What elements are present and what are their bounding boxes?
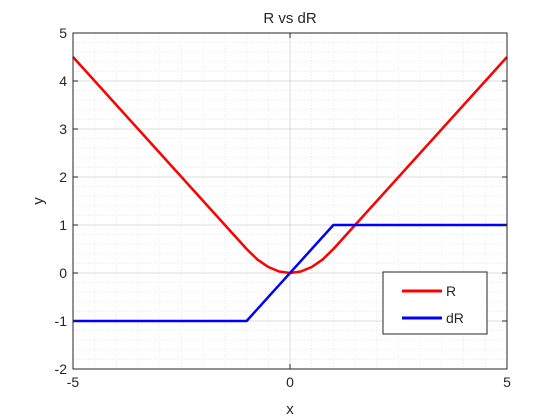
y-tick-label: 5 (59, 25, 67, 41)
x-tick-label: 5 (503, 374, 511, 390)
ticks (72, 32, 508, 370)
y-tick-label: 3 (59, 121, 67, 137)
legend-box (382, 271, 488, 335)
legend-label-r: R (446, 283, 456, 299)
y-tick-label: -1 (55, 313, 68, 329)
legend: R dR (382, 271, 488, 335)
y-tick-label: 2 (59, 169, 67, 185)
chart-title: R vs dR (263, 10, 317, 27)
y-axis-label: y (30, 197, 47, 205)
x-tick-label: 0 (286, 374, 294, 390)
x-axis-label: x (286, 401, 294, 418)
series-line-dr (73, 223, 507, 323)
legend-label-dr: dR (446, 310, 464, 326)
y-tick-label: 1 (59, 217, 67, 233)
y-tick-label: -2 (55, 361, 68, 377)
y-tick-label: 4 (59, 73, 67, 89)
y-tick-label: 0 (59, 265, 67, 281)
tick-labels: -5 0 5 -2 -1 0 1 2 3 4 5 (55, 25, 512, 390)
series-layer (72, 56, 508, 323)
x-tick-label: -5 (67, 374, 80, 390)
